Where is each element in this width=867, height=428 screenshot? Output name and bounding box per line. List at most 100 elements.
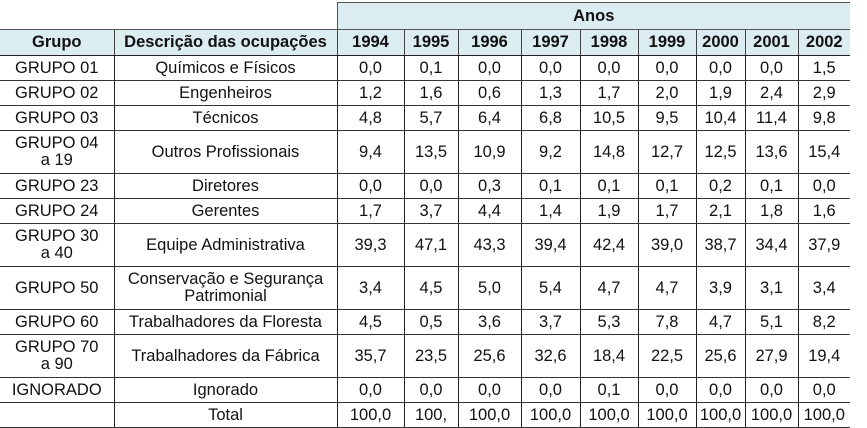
description-cell: Químicos e Físicos — [113, 55, 337, 81]
value-cell: 1,7 — [579, 80, 638, 106]
value-cell: 39,0 — [637, 223, 696, 267]
value-cell: 5,0 — [457, 266, 521, 310]
value-cell: 3,6 — [457, 309, 521, 335]
value-cell: 4,5 — [336, 309, 404, 335]
table-row: GRUPO 23 Diretores 0,0 0,0 0,3 0,1 0,1 0,1 0,2 0,… — [0, 173, 850, 199]
group-cell — [0, 402, 114, 428]
value-cell: 10,4 — [695, 105, 745, 131]
description-cell: Conservação e Segurança Patrimonial — [113, 266, 337, 310]
value-cell: 4,4 — [457, 198, 521, 224]
value-cell: 32,6 — [520, 334, 580, 378]
value-cell: 1,6 — [403, 80, 458, 106]
table-row: GRUPO 24 Gerentes 1,7 3,7 4,4 1,4 1,9 1,7 2,1 1,8… — [0, 198, 850, 224]
value-cell: 10,9 — [457, 130, 521, 174]
value-cell: 2,9 — [797, 80, 850, 106]
table-row: GRUPO 02 Engenheiros 1,2 1,6 0,6 1,3 1,7 2,0 1,9… — [0, 80, 850, 106]
group-cell: GRUPO 50 — [0, 266, 114, 310]
column-header-year: 1996 — [457, 29, 521, 56]
value-cell: 0,0 — [457, 377, 521, 403]
description-cell: Técnicos — [113, 105, 337, 131]
years-super-header: Anos — [336, 2, 850, 30]
value-cell: 0,0 — [797, 173, 850, 199]
value-cell: 100,0 — [457, 402, 521, 428]
value-cell: 100,0 — [579, 402, 638, 428]
blank-corner — [0, 2, 337, 30]
value-cell: 39,4 — [520, 223, 580, 267]
value-cell: 1,9 — [695, 80, 745, 106]
table-row: GRUPO 04 a 19 Outros Profissionais 9,4 13,5… — [0, 130, 850, 174]
value-cell: 0,0 — [695, 55, 745, 81]
value-cell: 2,4 — [744, 80, 798, 106]
table-row: GRUPO 50 Conservação e Segurança Patrimon… — [0, 266, 850, 310]
column-header-year: 1994 — [336, 29, 404, 56]
column-header-year: 1997 — [520, 29, 580, 56]
value-cell: 8,2 — [797, 309, 850, 335]
value-cell: 42,4 — [579, 223, 638, 267]
value-cell: 1,3 — [520, 80, 580, 106]
value-cell: 38,7 — [695, 223, 745, 267]
value-cell: 3,9 — [695, 266, 745, 310]
value-cell: 34,4 — [744, 223, 798, 267]
value-cell: 25,6 — [457, 334, 521, 378]
value-cell: 100,0 — [637, 402, 696, 428]
group-cell: GRUPO 04 a 19 — [0, 130, 114, 174]
value-cell: 4,5 — [403, 266, 458, 310]
group-cell: GRUPO 03 — [0, 105, 114, 131]
value-cell: 2,0 — [637, 80, 696, 106]
value-cell: 0,0 — [797, 377, 850, 403]
value-cell: 0,0 — [579, 55, 638, 81]
value-cell: 27,9 — [744, 334, 798, 378]
value-cell: 0,1 — [744, 173, 798, 199]
value-cell: 39,3 — [336, 223, 404, 267]
description-cell: Ignorado — [113, 377, 337, 403]
column-header-descricao: Descrição das ocupações — [113, 29, 337, 56]
value-cell: 18,4 — [579, 334, 638, 378]
value-cell: 0,0 — [520, 55, 580, 81]
group-cell: GRUPO 24 — [0, 198, 114, 224]
value-cell: 13,5 — [403, 130, 458, 174]
value-cell: 100,0 — [336, 402, 404, 428]
value-cell: 7,8 — [637, 309, 696, 335]
description-cell: Equipe Administrativa — [113, 223, 337, 267]
value-cell: 0,2 — [695, 173, 745, 199]
value-cell: 5,3 — [579, 309, 638, 335]
value-cell: 3,4 — [797, 266, 850, 310]
value-cell: 22,5 — [637, 334, 696, 378]
column-header-year: 2001 — [744, 29, 798, 56]
value-cell: 19,4 — [797, 334, 850, 378]
value-cell: 1,2 — [336, 80, 404, 106]
value-cell: 13,6 — [744, 130, 798, 174]
group-cell: GRUPO 02 — [0, 80, 114, 106]
value-cell: 0,0 — [336, 377, 404, 403]
value-cell: 12,5 — [695, 130, 745, 174]
table-row: GRUPO 01 Químicos e Físicos 0,0 0,1 0,0 0,0 0,… — [0, 55, 850, 81]
description-cell: Outros Profissionais — [113, 130, 337, 174]
value-cell: 0,0 — [637, 377, 696, 403]
value-cell: 0,1 — [403, 55, 458, 81]
value-cell: 2,1 — [695, 198, 745, 224]
description-cell: Total — [113, 402, 337, 428]
occupation-table: Anos Grupo Descrição das ocupações 1994 199… — [0, 2, 850, 428]
value-cell: 4,7 — [579, 266, 638, 310]
value-cell: 3,1 — [744, 266, 798, 310]
column-header-year: 2000 — [695, 29, 745, 56]
value-cell: 100,0 — [695, 402, 745, 428]
value-cell: 1,7 — [637, 198, 696, 224]
value-cell: 0,0 — [744, 377, 798, 403]
table-row: Total 100,0 100, 100,0 100,0 100,0 100,0 100,0 1… — [0, 402, 850, 428]
value-cell: 4,8 — [336, 105, 404, 131]
value-cell: 9,2 — [520, 130, 580, 174]
value-cell: 1,4 — [520, 198, 580, 224]
value-cell: 35,7 — [336, 334, 404, 378]
value-cell: 14,8 — [579, 130, 638, 174]
value-cell: 0,0 — [520, 377, 580, 403]
value-cell: 6,4 — [457, 105, 521, 131]
group-cell: GRUPO 70 a 90 — [0, 334, 114, 378]
group-cell: GRUPO 30 a 40 — [0, 223, 114, 267]
description-cell: Engenheiros — [113, 80, 337, 106]
value-cell: 10,5 — [579, 105, 638, 131]
value-cell: 43,3 — [457, 223, 521, 267]
value-cell: 0,0 — [403, 173, 458, 199]
value-cell: 0,1 — [579, 173, 638, 199]
value-cell: 1,6 — [797, 198, 850, 224]
